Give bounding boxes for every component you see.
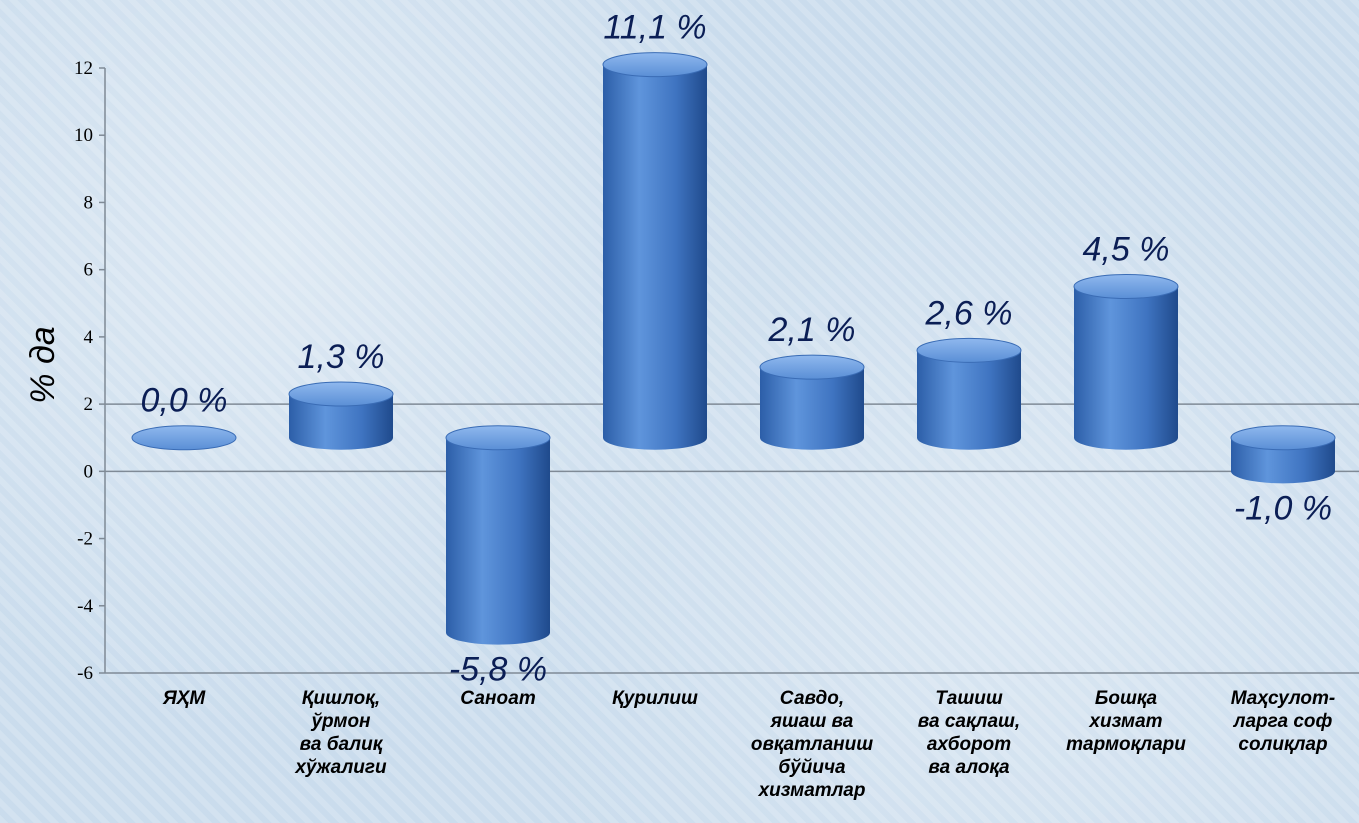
category-label: ва сақлаш, bbox=[918, 711, 1020, 732]
category-label: ўрмон bbox=[310, 711, 371, 732]
category-label: солиқлар bbox=[1238, 734, 1327, 755]
bar-body bbox=[289, 394, 393, 450]
category-label: Қурилиш bbox=[612, 688, 698, 709]
bar bbox=[759, 354, 865, 450]
y-tick-label: 2 bbox=[84, 394, 94, 415]
category-label: Қишлоқ, bbox=[302, 688, 380, 709]
category-label: бўйича bbox=[778, 757, 846, 778]
category-label: ЯҲМ bbox=[162, 688, 207, 709]
data-label: 2,6 % bbox=[925, 294, 1013, 332]
bar-body bbox=[1074, 286, 1178, 450]
bar-body bbox=[603, 64, 707, 450]
bar bbox=[445, 425, 551, 645]
bar-cap bbox=[445, 425, 551, 451]
bar-cap bbox=[1230, 425, 1336, 451]
data-label: 0,0 % bbox=[141, 382, 228, 420]
y-tick-label: 12 bbox=[74, 58, 93, 79]
bar-body bbox=[446, 437, 550, 645]
category-label: яшаш ва bbox=[770, 711, 854, 732]
category-label: тармоқлари bbox=[1066, 734, 1186, 755]
bar-cap bbox=[602, 52, 708, 78]
category-label: ахборот bbox=[927, 734, 1011, 755]
bar bbox=[288, 381, 394, 450]
y-tick-label: -6 bbox=[77, 663, 93, 684]
category-label: ва алоқа bbox=[928, 757, 1010, 778]
bar-cap bbox=[759, 354, 865, 380]
data-label: -5,8 % bbox=[449, 651, 547, 689]
bar bbox=[1073, 273, 1179, 450]
category-label: хўжалиги bbox=[294, 757, 387, 778]
bar-cap bbox=[1073, 273, 1179, 299]
bar bbox=[602, 52, 708, 450]
category-label: ларга соф bbox=[1233, 711, 1333, 732]
bar-cap bbox=[288, 381, 394, 407]
y-tick-label: 8 bbox=[84, 192, 94, 213]
data-label: -1,0 % bbox=[1234, 489, 1332, 527]
bar-body bbox=[760, 367, 864, 450]
bar bbox=[1230, 425, 1336, 484]
bar-body bbox=[917, 350, 1021, 450]
category-label: овқатланиш bbox=[751, 734, 873, 755]
y-tick-label: 0 bbox=[84, 461, 94, 482]
y-tick-label: 6 bbox=[84, 260, 94, 281]
category-label: Бошқа bbox=[1095, 688, 1158, 709]
y-tick-label: -4 bbox=[77, 596, 93, 617]
category-label: Ташиш bbox=[935, 688, 1003, 709]
bar-cap bbox=[131, 425, 237, 451]
bars bbox=[131, 52, 1336, 645]
category-label: ва балиқ bbox=[300, 734, 384, 755]
data-labels: 0,0 % 1,3 % -5,8 % 11,1 % 2,1 % 2,6 % 4,5 % -1,… bbox=[141, 9, 1333, 689]
category-label: Савдо, bbox=[780, 688, 844, 709]
data-label: 1,3 % bbox=[298, 338, 385, 376]
category-label: хизматлар bbox=[758, 780, 866, 801]
y-tick-label: -2 bbox=[77, 529, 93, 550]
category-label: Саноат bbox=[460, 688, 536, 709]
bar bbox=[131, 425, 237, 451]
data-label: 4,5 % bbox=[1083, 230, 1170, 268]
y-tick-label: 4 bbox=[84, 327, 94, 348]
data-label: 11,1 % bbox=[603, 9, 706, 47]
data-label: 2,1 % bbox=[768, 311, 856, 349]
bar bbox=[916, 337, 1022, 450]
y-tick-label: 10 bbox=[74, 125, 93, 146]
y-axis-label: % да bbox=[24, 326, 62, 403]
category-label: хизмат bbox=[1088, 711, 1162, 732]
category-label: Маҳсулот- bbox=[1231, 688, 1335, 709]
bar-body bbox=[1231, 437, 1335, 484]
bar-cap bbox=[916, 337, 1022, 363]
